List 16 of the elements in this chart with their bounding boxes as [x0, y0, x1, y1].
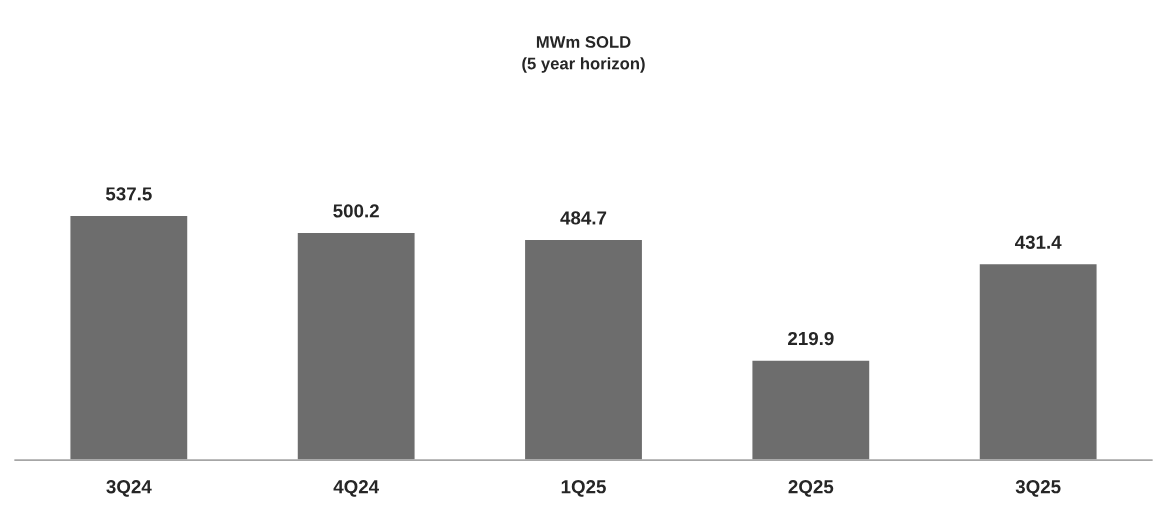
bar [751, 359, 871, 461]
data-label: 484.7 [560, 211, 607, 225]
x-tick-label: 4Q24 [333, 480, 379, 497]
bar [978, 262, 1098, 461]
x-tick-label: 1Q25 [561, 480, 606, 497]
x-tick-label: 2Q25 [788, 480, 834, 497]
data-label: 219.9 [788, 331, 834, 346]
bar [296, 231, 416, 461]
data-label: 431.4 [1014, 235, 1062, 249]
data-label: 537.5 [105, 187, 152, 201]
bar [523, 238, 644, 461]
bar [69, 214, 189, 461]
x-tick-label: 3Q24 [106, 480, 152, 497]
x-tick-label: 3Q25 [1015, 480, 1061, 497]
chart-title: MWm SOLD (5 year horizon) [522, 36, 645, 73]
data-label: 500.2 [333, 204, 379, 218]
